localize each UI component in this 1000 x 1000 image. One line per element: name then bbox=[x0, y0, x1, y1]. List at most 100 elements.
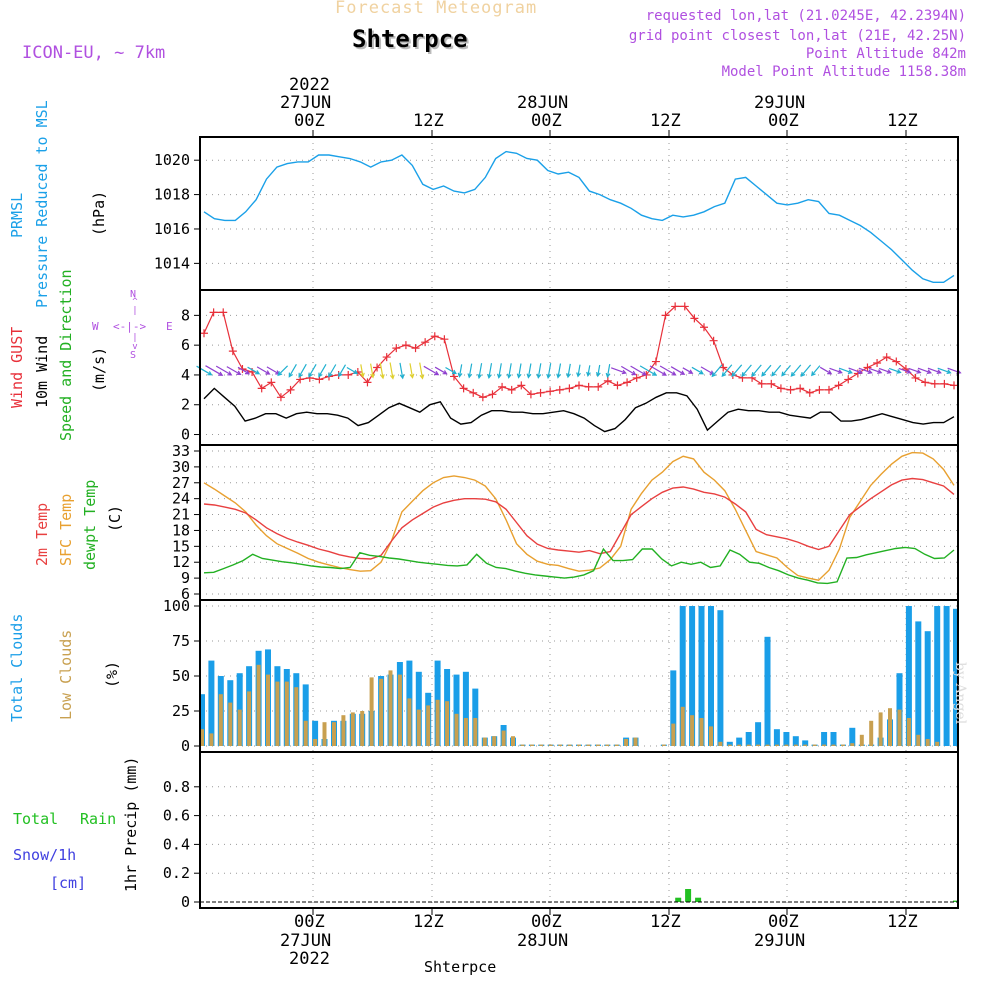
wind-arrow bbox=[277, 365, 289, 377]
compass-n: N bbox=[130, 289, 137, 300]
bottom-tick-12z-1: 12Z bbox=[413, 912, 444, 932]
gust-point bbox=[709, 336, 718, 345]
chart-title: Forecast Meteogram bbox=[335, 0, 538, 18]
gust-point bbox=[776, 384, 785, 393]
precip-ytick-label-0: 0 bbox=[181, 893, 190, 911]
low-cloud-bar bbox=[426, 705, 431, 746]
gust-point bbox=[825, 385, 833, 394]
low-cloud-bar bbox=[397, 674, 402, 746]
temp2m-line bbox=[203, 477, 955, 560]
wind-arrow bbox=[790, 364, 802, 377]
pressure-ytick-label-3: 1020 bbox=[154, 151, 190, 169]
low-cloud-bar bbox=[746, 744, 751, 746]
gust-point bbox=[392, 344, 401, 353]
top-day-label-2: 28JUN bbox=[517, 93, 569, 113]
bottom-day-label-3: 29JUN bbox=[754, 931, 806, 951]
wind-10m-label: 10m Wind bbox=[33, 335, 51, 408]
gust-point bbox=[690, 314, 699, 323]
low-cloud-bar bbox=[803, 744, 808, 746]
low-cloud-bar bbox=[916, 734, 921, 746]
low-cloud-bar bbox=[558, 744, 563, 746]
total-cloud-bar bbox=[199, 694, 205, 746]
low-cloud-bar bbox=[614, 744, 619, 746]
total-cloud-bar bbox=[679, 606, 686, 746]
total-cloud-bar bbox=[821, 732, 828, 746]
gust-point bbox=[623, 378, 632, 387]
low-cloud-bar bbox=[520, 744, 525, 746]
pressure-unit: (hPa) bbox=[90, 190, 108, 236]
gust-point bbox=[671, 302, 680, 311]
gust-point bbox=[382, 353, 391, 362]
temp-ytick-label-4: 18 bbox=[172, 521, 190, 539]
total-cloud-bar bbox=[792, 736, 799, 746]
gust-point bbox=[815, 385, 824, 394]
wind-arrow bbox=[346, 366, 359, 375]
total-cloud-bar bbox=[717, 610, 724, 746]
low-cloud-bar bbox=[567, 744, 572, 746]
gust-point bbox=[363, 378, 372, 387]
gust-point bbox=[498, 382, 507, 391]
wind-arrow bbox=[576, 364, 581, 378]
wind-ytick-label-4: 8 bbox=[181, 306, 190, 324]
low-cloud-bar bbox=[529, 744, 534, 746]
low-cloud-bar bbox=[906, 718, 911, 746]
gust-point bbox=[575, 381, 583, 390]
low-cloud-bar bbox=[897, 709, 902, 746]
gust-point bbox=[651, 357, 660, 366]
total-cloud-bar bbox=[312, 720, 319, 746]
temp-ytick-label-0: 6 bbox=[181, 585, 190, 603]
wind-ytick-label-1: 2 bbox=[181, 396, 190, 414]
total-cloud-bar bbox=[802, 740, 809, 746]
low-cloud-bar bbox=[690, 715, 695, 746]
gust-point bbox=[700, 323, 708, 332]
pressure-line bbox=[203, 150, 955, 283]
wind-arrow bbox=[682, 367, 694, 374]
wind-arrow bbox=[917, 367, 932, 374]
wind-arrow bbox=[487, 363, 493, 380]
clouds-ytick-label-0: 0 bbox=[181, 737, 190, 755]
precip-rain-label: Rain bbox=[80, 810, 117, 828]
pressure-ytick-label-2: 1018 bbox=[154, 186, 190, 204]
low-cloud-bar bbox=[624, 739, 629, 746]
wind-arrow bbox=[761, 364, 772, 377]
precip-frame bbox=[199, 751, 959, 909]
gust-point bbox=[680, 302, 689, 311]
low-cloud-bar bbox=[850, 743, 855, 746]
low-cloud-bar bbox=[633, 737, 638, 746]
low-cloud-bar bbox=[256, 664, 261, 746]
low-cloud-bar bbox=[360, 711, 365, 746]
gust-point bbox=[200, 329, 208, 338]
low-cloud-bar bbox=[774, 744, 779, 746]
gust-point bbox=[882, 353, 891, 362]
wind-arrow bbox=[506, 363, 512, 379]
gust-point bbox=[469, 388, 478, 397]
low-cloud-bar bbox=[266, 674, 270, 746]
total-cloud-bar bbox=[924, 631, 931, 746]
grid-lines bbox=[200, 137, 958, 908]
cloud-unit: (%) bbox=[103, 660, 121, 688]
wind-arrow bbox=[659, 365, 677, 376]
gust-point bbox=[632, 373, 641, 382]
gust-point bbox=[257, 384, 266, 393]
wind-arrow bbox=[620, 365, 637, 376]
bottom-year-label: 2022 bbox=[289, 949, 330, 969]
low-cloud-bar bbox=[350, 712, 355, 746]
top-tick-00z-2: 00Z bbox=[531, 111, 562, 131]
bottom-tick-00z-1: 00Z bbox=[294, 912, 325, 932]
wind-arrow bbox=[308, 364, 317, 378]
total-cloud-bar bbox=[905, 606, 912, 746]
temp-unit: (C) bbox=[106, 504, 124, 532]
wind-speeddir-label: Speed and Direction bbox=[57, 269, 75, 441]
wind-arrow bbox=[556, 363, 562, 379]
wind-arrow bbox=[819, 366, 833, 375]
low-cloud-bar bbox=[209, 733, 214, 746]
bottom-tick-12z-2: 12Z bbox=[650, 912, 681, 932]
bottom-day-label-2: 28JUN bbox=[517, 931, 569, 951]
clouds-ytick-label-4: 100 bbox=[163, 597, 190, 615]
top-tick-00z-1: 00Z bbox=[294, 111, 325, 131]
rain-bar bbox=[953, 900, 959, 902]
bottom-tick-12z-3: 12Z bbox=[887, 912, 918, 932]
low-cloud-bar bbox=[501, 730, 506, 746]
low-cloud-bar bbox=[859, 734, 864, 746]
